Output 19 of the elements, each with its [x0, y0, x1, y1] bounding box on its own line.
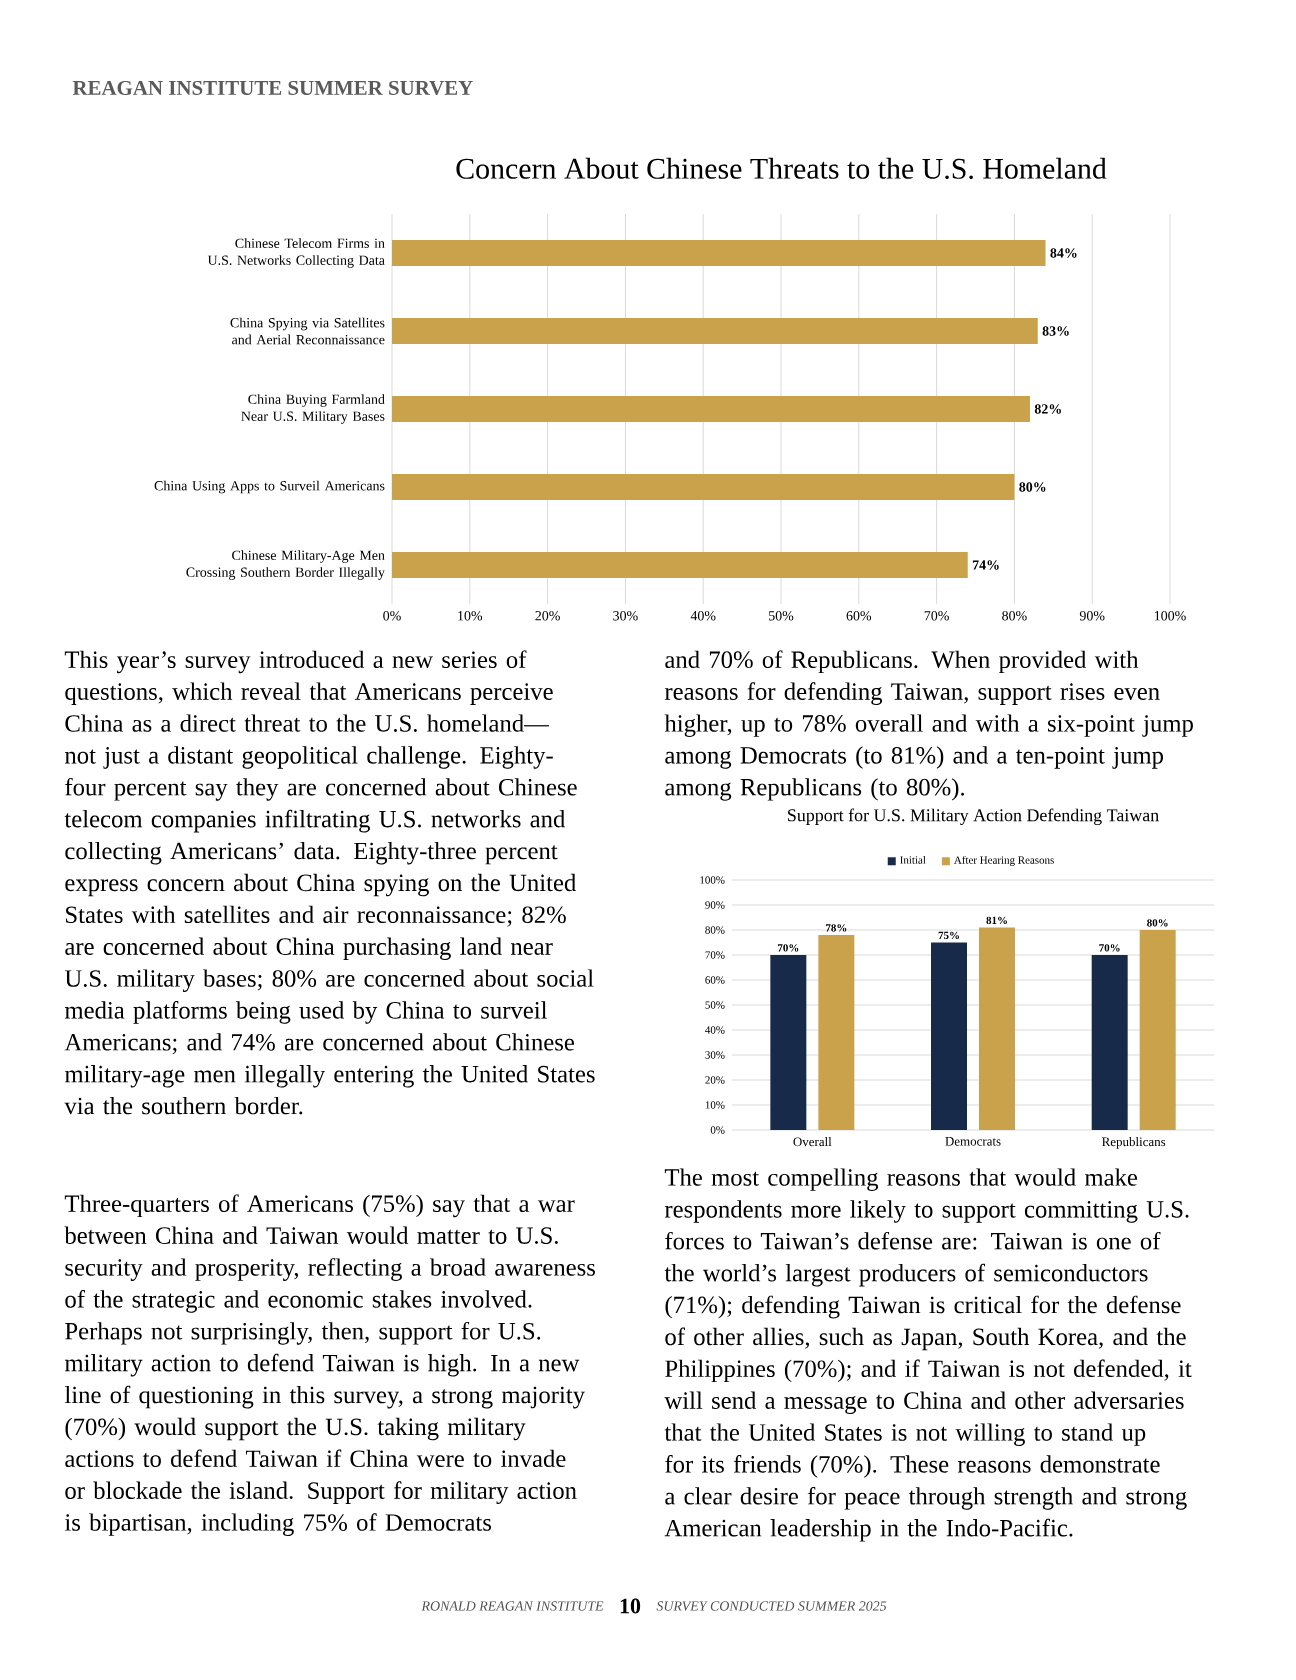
bar: [979, 927, 1016, 1130]
bar: [392, 473, 1015, 500]
bar: [392, 395, 1030, 422]
text: The most compelling reasons that would make respondents more likely to support committing U.S. forces to Taiwan’s defense are: Taiwan is one of the world’s largest producers of semiconductors (71%); defending Taiwan is critical for the defense of other allies, such as Japan, South Korea, and the Philippines (70%); and if Taiwan is not defended, it will send a message to China and other adversaries that the United States is not willing to stand up for its friends (70%). These reasons demonstrate a clear desire for peace through strength and strong American leadership in the Indo-Pacific.: [664, 1168, 1192, 1542]
bar: [931, 942, 968, 1130]
bar: [770, 954, 807, 1130]
text: REAGAN INSTITUTE SUMMER SURVEY: [72, 80, 473, 96]
bar: [392, 318, 1038, 344]
bar: [818, 934, 855, 1130]
chart-title: Support for U.S. Military Action Defending Taiwan: [788, 808, 1159, 825]
text: Three-quarters of Americans (75%) say that a war between China and Taiwan would matter to U.S. security and prosperity, reflecting a broad awareness of the strategic and economic stakes involved. Perhaps not surprisingly, then, support for U.S. military action to defend Taiwan is high. In a new line of questioning in this survey, a strong majority (70%) would support the U.S. taking military actions to defend Taiwan if China were to invade or blockade the island. Support for military action is bipartisan, including 75% of Democrats: [64, 1194, 595, 1536]
text: 10: [620, 1598, 641, 1614]
bar: [1139, 929, 1176, 1130]
bar: [1091, 954, 1128, 1130]
text: and 70% of Republicans. When provided with reasons for defending Taiwan, support rises even higher, up to 78% overall and with a six-point jump among Democrats (to 81%) and a ten-point jump among Republicans (to 80%).: [664, 650, 1193, 801]
text: This year’s survey introduced a new series of questions, which reveal that Americans perceive China as a direct threat to the U.S. homeland—not just a distant geopolitical challenge. Eighty-four percent say they are concerned about Chinese telecom companies infiltrating U.S. networks and collecting Americans’ data. Eighty-three percent express concern about China spying on the United States with satellites and air reconnaissance; 82% are concerned about China purchasing land near U.S. military bases; 80% are concerned about social media platforms being used by China to surveil Americans; and 74% are concerned about Chinese military-age men illegally entering the United States via the southern border.: [64, 650, 595, 1115]
chart-title: Concern About Chinese Threats to the U.S. Homeland: [456, 157, 1107, 180]
bar: [392, 551, 968, 578]
bar: [392, 240, 1046, 266]
